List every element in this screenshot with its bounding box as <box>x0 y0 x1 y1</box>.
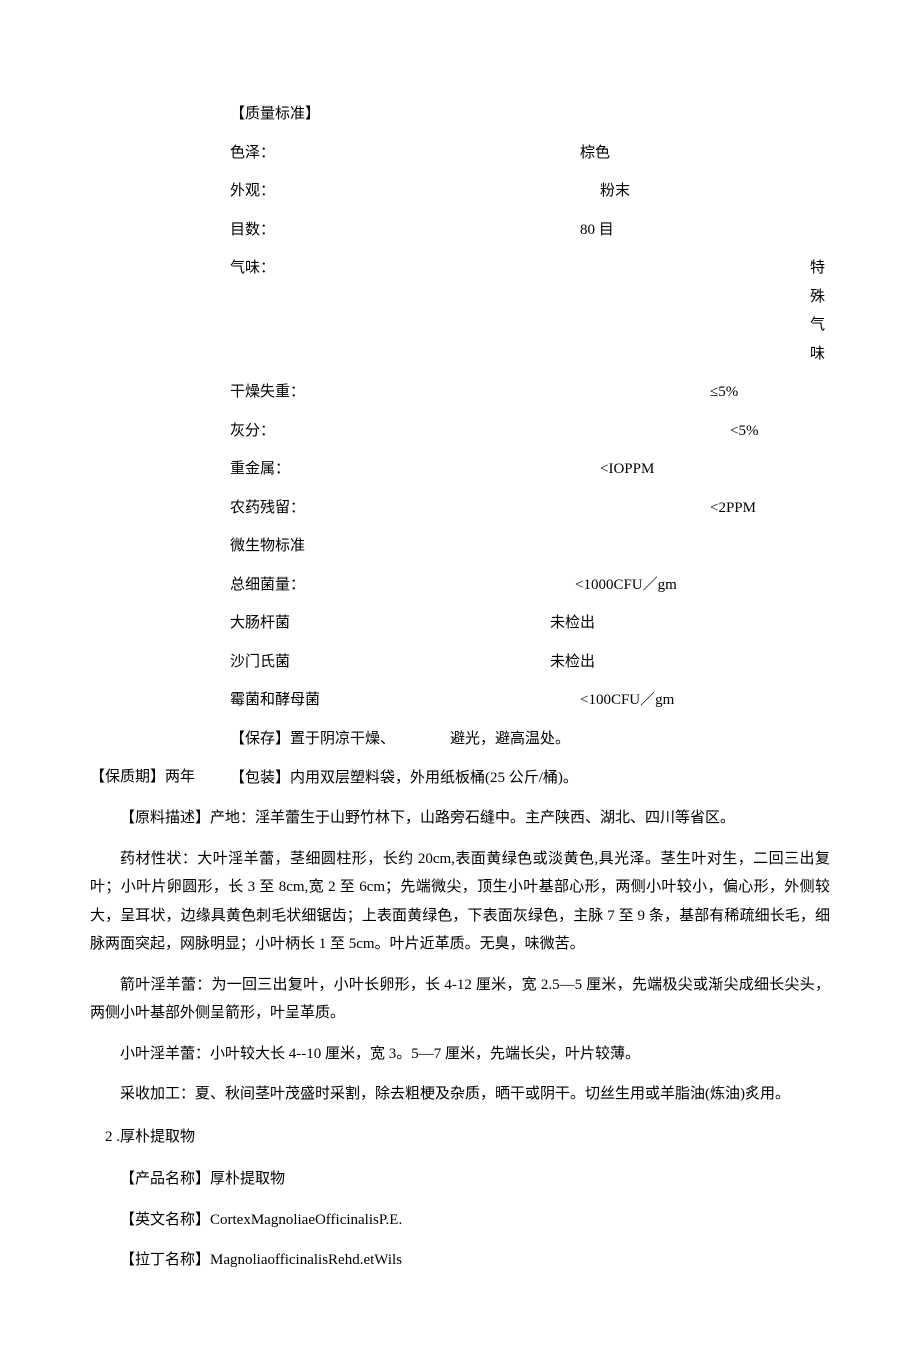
spec-label: 总细菌量： <box>230 571 430 600</box>
spec-row: 总细菌量：<1000CFU／gm <box>230 571 830 600</box>
spec-value: <5% <box>430 417 830 446</box>
spec-row: 农药残留：<2PPM <box>230 494 830 523</box>
latin-name: 【拉丁名称】MagnoliaofficinalisRehd.etWils <box>90 1246 830 1275</box>
spec-row: 干燥失重：≤5% <box>230 378 830 407</box>
spec-row: 大肠杆菌未检出 <box>230 609 830 638</box>
spec-label: 重金属： <box>230 455 430 484</box>
spec-row: 微生物标准 <box>230 532 830 561</box>
spec-value: 未检出 <box>430 609 830 638</box>
spec-row: 目数：80 目 <box>230 216 830 245</box>
spec-value: 特殊气味 <box>430 254 830 368</box>
spec-value: 未检出 <box>430 648 830 677</box>
english-name: 【英文名称】CortexMagnoliaeOfficinalisP.E. <box>90 1206 830 1235</box>
spec-value: 粉末 <box>430 177 830 206</box>
spec-label: 大肠杆菌 <box>230 609 430 638</box>
spec-label: 色泽： <box>230 139 430 168</box>
spec-row: 色泽：棕色 <box>230 139 830 168</box>
spec-label: 霉菌和酵母菌 <box>230 686 430 715</box>
spec-row: 沙门氏菌未检出 <box>230 648 830 677</box>
spec-label: 农药残留： <box>230 494 430 523</box>
spec-label: 外观： <box>230 177 430 206</box>
spec-row: 霉菌和酵母菌<100CFU／gm <box>230 686 830 715</box>
paragraph-harvesting: 采收加工：夏、秋间茎叶茂盛时采割，除去粗梗及杂质，晒干或阴干。切丝生用或羊脂油(… <box>90 1080 830 1109</box>
raw-material-description: 【原料描述】产地：淫羊蕾生于山野竹林下，山路旁石缝中。主产陕西、湖北、四川等省区… <box>90 804 830 833</box>
spec-value: 棕色 <box>430 139 830 168</box>
quality-standard-title: 【质量标准】 <box>230 100 320 129</box>
packaging: 【包装】内用双层塑料袋，外用纸板桶(25 公斤/桶)。 <box>230 764 830 793</box>
storage-label: 【保存】置于阴凉干燥、 <box>230 725 430 754</box>
spec-row: 气味：特殊气味 <box>230 254 830 368</box>
product-name: 【产品名称】厚朴提取物 <box>90 1165 830 1194</box>
spec-row: 灰分：<5% <box>230 417 830 446</box>
spec-value: <100CFU／gm <box>430 686 830 715</box>
item-2-number: 2 .厚朴提取物 <box>90 1123 830 1152</box>
spec-value: 80 目 <box>430 216 830 245</box>
spec-label: 气味： <box>230 254 430 368</box>
paragraph-small-leaf: 小叶淫羊蕾：小叶较大长 4--10 厘米，宽 3。5—7 厘米，先端长尖，叶片较… <box>90 1040 830 1069</box>
spec-label: 干燥失重： <box>230 378 430 407</box>
spec-value: <2PPM <box>430 494 830 523</box>
spec-label: 灰分： <box>230 417 430 446</box>
storage-value: 避光，避高温处。 <box>430 725 830 754</box>
spec-value: <IOPPM <box>430 455 830 484</box>
spec-label: 目数： <box>230 216 430 245</box>
spec-row: 外观：粉末 <box>230 177 830 206</box>
spec-label: 沙门氏菌 <box>230 648 430 677</box>
paragraph-characteristics: 药材性状：大叶淫羊蕾，茎细圆柱形，长约 20cm,表面黄绿色或淡黄色,具光泽。茎… <box>90 845 830 959</box>
spec-value: ≤5% <box>430 378 830 407</box>
paragraph-arrow-leaf: 箭叶淫羊蕾：为一回三出复叶，小叶长卵形，长 4-12 厘米，宽 2.5—5 厘米… <box>90 971 830 1028</box>
spec-value: <1000CFU／gm <box>430 571 830 600</box>
spec-label: 微生物标准 <box>230 532 430 561</box>
quality-standard-section: 【质量标准】 色泽：棕色外观：粉末目数：80 目气味：特殊气味干燥失重：≤5%灰… <box>230 100 830 753</box>
spec-row: 重金属：<IOPPM <box>230 455 830 484</box>
